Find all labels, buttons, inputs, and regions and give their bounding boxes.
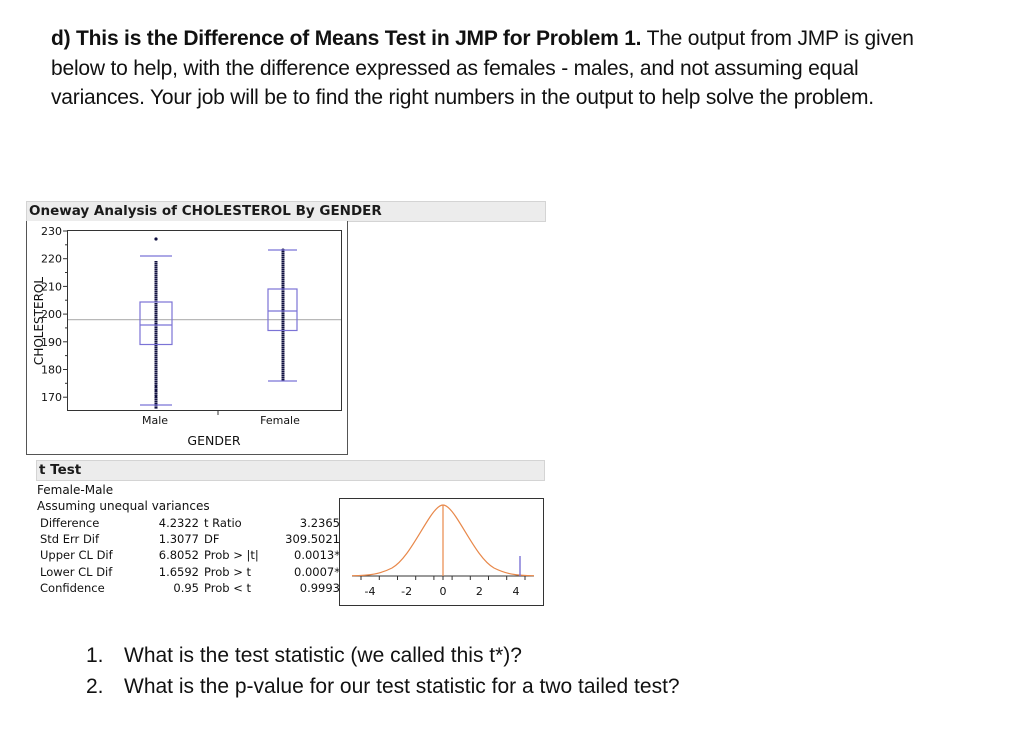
assumption-label: Assuming unequal variances	[37, 499, 210, 513]
question-item: 2. What is the p-value for our test stat…	[86, 671, 680, 702]
dist-tick: -4	[365, 585, 376, 598]
y-tick-220: 220	[41, 253, 62, 266]
table-row: Difference 4.2322 t Ratio 3.2365	[40, 515, 340, 531]
ttest-header[interactable]: t Test	[36, 460, 545, 481]
dist-tick: 4	[513, 585, 520, 598]
table-row: Std Err Dif 1.3077 DF 309.5021	[40, 531, 340, 547]
row-value2: 3.2365	[299, 516, 340, 530]
t-distribution-chart: -4 -2 0 2 4	[351, 504, 535, 598]
question-text: What is the p-value for our test statist…	[124, 675, 680, 698]
x-axis-label: GENDER	[187, 433, 240, 448]
row-label: Difference	[40, 516, 100, 530]
table-row: Lower CL Dif 1.6592 Prob > t 0.0007*	[40, 564, 340, 580]
row-value2: 309.5021	[285, 532, 340, 547]
oneway-title: Oneway Analysis of CHOLESTEROL By GENDER	[29, 203, 382, 219]
row-value2: 0.0007*	[294, 564, 340, 579]
dist-tick: 2	[476, 585, 483, 598]
ttest-title: t Test	[39, 462, 82, 478]
question-number: 1.	[86, 644, 104, 667]
table-row: Upper CL Dif 6.8052 Prob > |t| 0.0013*	[40, 547, 340, 563]
intro-bold-text: d) This is the Difference of Means Test …	[51, 27, 642, 50]
row-value2: 0.9993	[299, 580, 340, 595]
boxplot-chart: CHOLESTEROL 230 220 210 200 190 180 170	[32, 225, 342, 448]
y-tick-180: 180	[41, 364, 62, 377]
question-number: 2.	[86, 675, 104, 698]
question-item: 1. What is the test statistic (we called…	[86, 640, 680, 671]
dist-tick: -2	[401, 585, 412, 598]
row-label2: t Ratio	[204, 516, 242, 530]
intro-text: The output from JMP is given below to he…	[51, 27, 914, 109]
questions-list: 1. What is the test statistic (we called…	[86, 640, 680, 702]
dist-tick: 0	[440, 585, 447, 598]
y-tick-200: 200	[41, 308, 62, 321]
row-label: Upper CL Dif	[40, 548, 113, 563]
table-row: Confidence 0.95 Prob < t 0.9993	[40, 580, 340, 596]
ttest-results-table: Difference 4.2322 t Ratio 3.2365 Std Err…	[40, 515, 340, 596]
x-category-male: Male	[142, 414, 168, 427]
male-boxplot	[139, 237, 173, 409]
row-label2: DF	[204, 532, 220, 547]
row-label2: Prob > t	[204, 564, 251, 579]
row-value: 6.8052	[158, 548, 199, 563]
row-label2: Prob < t	[204, 580, 251, 595]
row-label: Confidence	[40, 580, 105, 595]
y-tick-190: 190	[41, 336, 62, 349]
intro-paragraph: d) This is the Difference of Means Test …	[51, 24, 951, 113]
y-tick-230: 230	[41, 225, 62, 238]
row-value: 1.3077	[158, 532, 199, 547]
row-value: 4.2322	[158, 516, 199, 530]
t-distribution-plot: -4 -2 0 2 4	[339, 498, 544, 606]
row-label2: Prob > |t|	[204, 548, 259, 563]
row-value2: 0.0013*	[294, 548, 340, 563]
comparison-label: Female-Male	[37, 483, 114, 497]
oneway-plot-frame: CHOLESTEROL 230 220 210 200 190 180 170	[26, 221, 348, 455]
female-boxplot	[267, 248, 298, 382]
oneway-header[interactable]: Oneway Analysis of CHOLESTEROL By GENDER	[26, 201, 546, 222]
y-axis-label: CHOLESTEROL	[32, 277, 46, 365]
question-text: What is the test statistic (we called th…	[124, 644, 522, 667]
y-tick-210: 210	[41, 280, 62, 293]
y-axis: 230 220 210 200 190 180 170	[41, 225, 62, 404]
row-value: 0.95	[173, 580, 199, 595]
row-label: Lower CL Dif	[40, 564, 113, 579]
x-category-female: Female	[260, 414, 300, 427]
y-tick-170: 170	[41, 391, 62, 404]
row-label: Std Err Dif	[40, 532, 100, 547]
plot-area	[67, 230, 342, 411]
row-value: 1.6592	[158, 564, 199, 579]
